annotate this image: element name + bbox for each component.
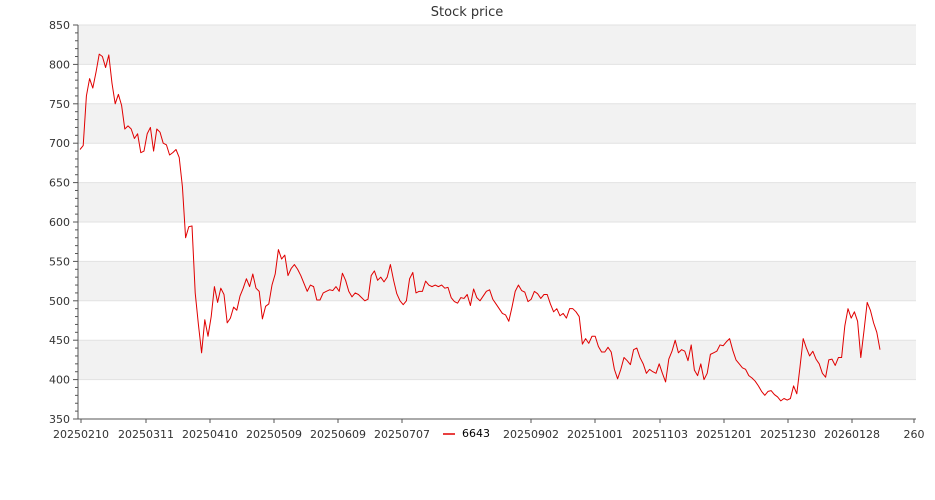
x-tick-label: 20260128	[824, 428, 880, 441]
y-tick-label: 450	[49, 334, 70, 347]
y-tick-label: 500	[49, 295, 70, 308]
series-layer	[79, 53, 881, 402]
x-tick-label: 20250707	[374, 428, 430, 441]
y-tick-label: 600	[49, 216, 70, 229]
x-tick-label: 20251201	[696, 428, 752, 441]
y-axis-ticks: 350 400 450 500 550 600 650 700 750 800 850	[49, 19, 78, 426]
x-tick-label: 20250509	[246, 428, 302, 441]
y-tick-label: 800	[49, 58, 70, 71]
x-tick-label: 20251001	[567, 428, 623, 441]
y-tick-label: 650	[49, 177, 70, 190]
grid-bands	[78, 25, 916, 380]
x-tick-label: 20251103	[632, 428, 688, 441]
legend: 6643	[443, 427, 490, 440]
grid-band	[78, 340, 916, 380]
series-line-6643	[79, 53, 881, 402]
y-tick-label: 550	[49, 255, 70, 268]
x-tick-label: 20250609	[310, 428, 366, 441]
y-tick-label: 700	[49, 137, 70, 150]
x-tick-label: 20250410	[182, 428, 238, 441]
grid-band	[78, 103, 916, 144]
legend-label-6643: 6643	[462, 427, 490, 440]
x-tick-label: 20250311	[118, 428, 174, 441]
grid-band	[78, 25, 916, 65]
y-tick-label: 400	[49, 374, 70, 387]
x-axis-ticks: 20250210 20250311 20250410 20250509 20250609…	[53, 419, 925, 441]
y-tick-label: 750	[49, 98, 70, 111]
y-tick-label: 850	[49, 19, 70, 32]
grid-band	[78, 182, 916, 222]
grid-band	[78, 261, 916, 301]
x-tick-label: 20250902	[503, 428, 559, 441]
chart-title: Stock price	[431, 5, 503, 20]
x-tick-label: 260	[904, 428, 925, 441]
x-tick-label: 20251230	[760, 428, 816, 441]
x-tick-label: 20250210	[53, 428, 109, 441]
y-tick-label: 350	[49, 413, 70, 426]
